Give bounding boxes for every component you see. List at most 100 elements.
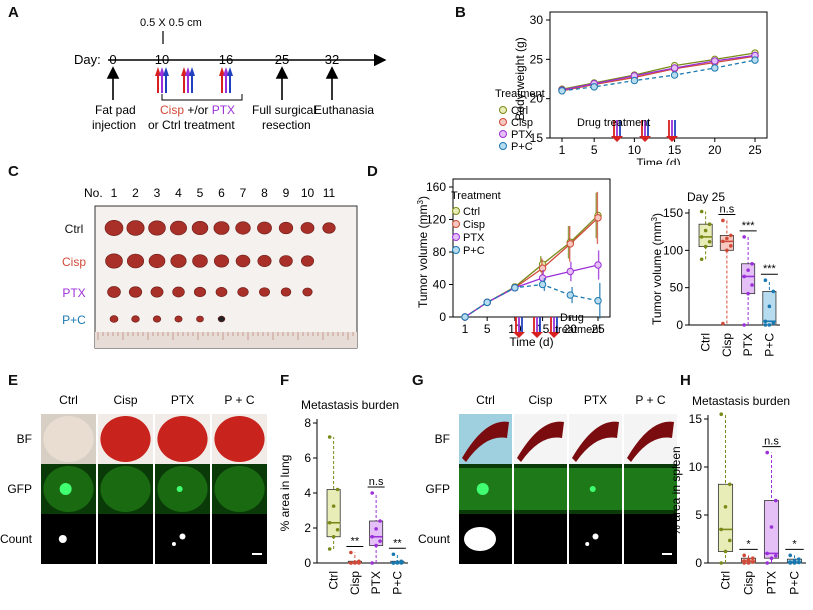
series-line-P+C bbox=[464, 283, 599, 318]
chart-spleen-metastasis: Metastasis burden 0 5 10 15 % area in spleen C… bbox=[672, 394, 806, 595]
tumor-number: 3 bbox=[154, 186, 161, 200]
data-dot bbox=[370, 534, 374, 539]
data-point bbox=[670, 71, 679, 79]
data-point bbox=[630, 76, 639, 85]
y-axis-label-end: ) bbox=[416, 196, 430, 200]
x-category-label: P+C bbox=[390, 571, 404, 595]
y-tick-label: 10 bbox=[689, 460, 703, 474]
data-point bbox=[566, 267, 574, 276]
sig-label: n.s bbox=[764, 436, 779, 448]
row-label: Count bbox=[0, 532, 33, 546]
day-0: 0 bbox=[109, 52, 116, 67]
data-dot bbox=[765, 450, 770, 455]
tumor bbox=[105, 253, 123, 269]
drug-label-1: Drug bbox=[560, 312, 584, 324]
data-dot bbox=[746, 291, 750, 296]
tumor bbox=[322, 222, 336, 234]
tumor bbox=[257, 221, 272, 235]
x-category-label: P+C bbox=[788, 571, 802, 595]
x-tick-label: 1 bbox=[462, 322, 469, 336]
x-category-label: PTX bbox=[765, 571, 779, 594]
tumor bbox=[300, 255, 315, 267]
legend-item: Ctrl bbox=[463, 206, 480, 218]
event-arrows bbox=[106, 66, 339, 100]
legend-marker bbox=[452, 246, 460, 254]
spleen-bf bbox=[517, 421, 564, 462]
data-dot bbox=[331, 504, 336, 508]
data-dot bbox=[719, 412, 724, 416]
panel-label-c: C bbox=[8, 163, 19, 180]
data-point bbox=[566, 291, 574, 299]
count-blob bbox=[171, 542, 176, 546]
y-tick-label: 25 bbox=[530, 52, 544, 66]
legend-item: Ctrl bbox=[511, 105, 528, 117]
fat-pad-line1: Fat pad bbox=[95, 103, 136, 117]
data-dot bbox=[707, 222, 712, 226]
column-label: PTX bbox=[584, 393, 607, 407]
treatment-bracket bbox=[161, 94, 243, 101]
data-dot bbox=[771, 289, 776, 294]
y-axis-label-sup: 3 bbox=[416, 199, 425, 204]
tumor-number: 8 bbox=[261, 186, 268, 200]
sig-label: * bbox=[746, 538, 751, 550]
count-blob bbox=[585, 542, 590, 546]
chart-title: Metastasis burden bbox=[301, 398, 399, 412]
sig-label: *** bbox=[763, 263, 777, 275]
tumor bbox=[278, 221, 294, 235]
column-label: Ctrl bbox=[59, 393, 78, 407]
data-dot bbox=[370, 561, 374, 565]
tumor-number: 10 bbox=[301, 186, 315, 200]
y-tick-label: 15 bbox=[689, 412, 703, 426]
tumor bbox=[215, 287, 228, 297]
x-tick-label: 20 bbox=[708, 143, 722, 157]
treatment-arrow-head bbox=[219, 67, 225, 76]
spleen-bf bbox=[627, 421, 674, 462]
x-tick-label: 5 bbox=[484, 322, 491, 336]
legend-item: PTX bbox=[511, 129, 533, 141]
tumor bbox=[126, 253, 145, 269]
data-dot bbox=[769, 525, 774, 529]
tumor-number: 2 bbox=[132, 186, 139, 200]
data-dot bbox=[746, 557, 751, 562]
tumor-photo-panel: No. 1 2 3 4 5 6 7 8 9 10 11 Ctrl Cisp PTX P+C bbox=[40, 178, 360, 350]
sig-label: n.s bbox=[720, 203, 735, 215]
fat-pad-line2: injection bbox=[92, 118, 136, 132]
data-dot bbox=[742, 323, 746, 327]
row-label: PTX bbox=[62, 286, 85, 300]
data-point bbox=[751, 56, 759, 64]
treatment-arrows bbox=[155, 67, 233, 93]
tumor bbox=[217, 315, 226, 323]
sig-label: ** bbox=[351, 536, 360, 548]
column-label: P + C bbox=[635, 393, 665, 407]
data-dot bbox=[699, 235, 704, 239]
data-dot bbox=[374, 543, 378, 548]
gfp-spot bbox=[176, 486, 183, 492]
data-dot bbox=[750, 560, 755, 564]
data-dot bbox=[746, 561, 751, 565]
tumor bbox=[193, 286, 207, 298]
data-dot bbox=[763, 278, 768, 282]
data-dot bbox=[357, 559, 361, 564]
y-tick-label: 4 bbox=[304, 486, 311, 500]
y-tick-label: 0 bbox=[695, 556, 702, 570]
tumor bbox=[174, 315, 183, 323]
tumor bbox=[302, 287, 313, 297]
data-dot bbox=[746, 268, 750, 272]
x-tick-label: 25 bbox=[591, 322, 605, 336]
data-dot bbox=[750, 556, 755, 560]
tumor-photo: No. 1 2 3 4 5 6 7 8 9 10 11 Ctrl Cisp PTX P+C bbox=[62, 186, 358, 349]
sig-label: ** bbox=[393, 537, 402, 549]
tumor-number: 7 bbox=[240, 186, 247, 200]
timeline-diagram: Day: 0.5 X 0.5 cm 0 10 16 25 32 Fat pad … bbox=[74, 17, 387, 132]
count-background bbox=[624, 514, 677, 564]
data-dot bbox=[742, 553, 747, 558]
data-dot bbox=[699, 257, 704, 262]
drug-arrow-head bbox=[666, 136, 678, 142]
legend-item: P+C bbox=[463, 245, 485, 257]
column-label: Cisp bbox=[113, 393, 137, 407]
data-dot bbox=[725, 248, 729, 253]
count-background bbox=[514, 514, 567, 564]
data-dot bbox=[773, 498, 778, 503]
tumor-number: 9 bbox=[283, 186, 290, 200]
tumor bbox=[148, 220, 166, 236]
